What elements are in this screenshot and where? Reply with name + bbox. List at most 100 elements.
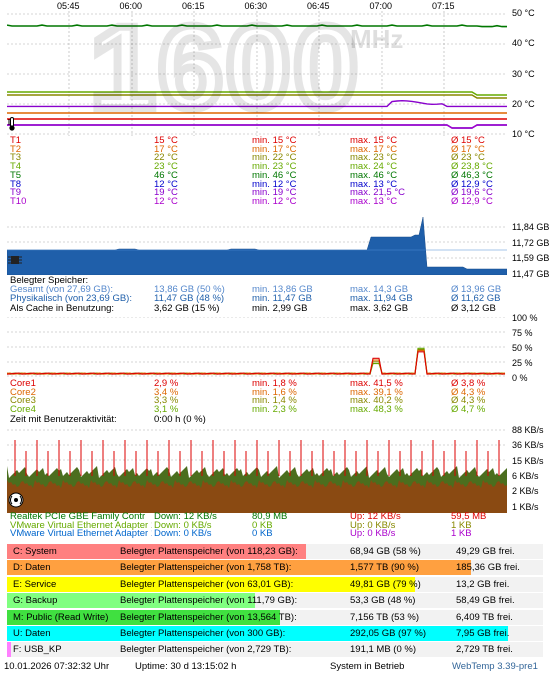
- disk-usage-bar: [7, 560, 471, 576]
- core-name: Core2: [10, 386, 36, 398]
- drive-capacity: Belegter Plattenspeicher (von 118,23 GB)…: [120, 546, 298, 557]
- temp-row: T4 23 °C min. 23 °C max. 24 °C Ø 23,8 °C: [0, 162, 550, 172]
- min-value: min. 22 °C: [252, 152, 297, 164]
- y-tick-label: 15 KB/s: [512, 455, 544, 466]
- current-value: 12 °C: [154, 195, 178, 207]
- current-value: 3,62 GB (15 %): [154, 302, 220, 314]
- min-value: min. 11,47 GB: [252, 293, 313, 305]
- core-name: Core1: [10, 378, 36, 389]
- min-value: min. 2,99 GB: [252, 302, 308, 314]
- mhz-watermark: 1600 MHz: [86, 4, 420, 134]
- temp-row: T9 19 °C min. 19 °C max. 21,5 °C Ø 19,6 °C: [0, 188, 550, 198]
- temp-series-t3: [7, 94, 507, 99]
- disk-row[interactable]: M: Public (Read Write) Belegter Plattensp…: [7, 609, 543, 626]
- min-value: min. 1,6 %: [252, 386, 297, 398]
- cpu-chart: [7, 317, 507, 377]
- min-value: min. 2,3 %: [252, 404, 297, 416]
- down-rate: Down: 12 KB/s: [154, 511, 217, 522]
- drive-used: 7,156 TB (53 %): [350, 611, 420, 623]
- avg-value: Ø 46,3 °C: [451, 169, 493, 181]
- y-tick-label: 2 KB/s: [512, 486, 539, 497]
- drive-label: E: Service: [13, 578, 57, 590]
- drive-free: 6,409 TB frei.: [456, 611, 513, 623]
- drive-free: 7,95 GB frei.: [456, 628, 510, 639]
- current-value: 13,86 GB (50 %): [154, 284, 225, 295]
- sensor-name: T5: [10, 169, 22, 181]
- cpu-section: 100 % 75 % 50 % 25 % 0 % Core1 2,9 % min. 1,8 …: [0, 313, 550, 425]
- time-tick-label: 07:15: [432, 1, 455, 11]
- disk-row[interactable]: E: Service Belegter Plattenspeicher (von …: [7, 576, 543, 593]
- time-tick-label: 06:00: [119, 1, 143, 11]
- min-value: min. 1,8 %: [252, 378, 297, 389]
- drive-capacity: Belegter Plattenspeicher (von 1,758 TB):: [120, 562, 292, 574]
- current-value: 15 °C: [154, 135, 178, 146]
- avg-value: Ø 4,3 %: [451, 386, 486, 398]
- disk-row[interactable]: U: Daten Belegter Plattenspeicher (von 30…: [7, 626, 543, 642]
- time-tick-label: 05:45: [57, 1, 80, 11]
- y-tick-label: 25 %: [512, 358, 533, 368]
- up-rate: Up: 0 KB/s: [350, 528, 396, 540]
- temp-row: T2 17 °C min. 17 °C max. 17 °C Ø 17 °C: [0, 143, 550, 155]
- drive-used: 191,1 MB (0 %): [350, 644, 416, 656]
- sensor-name: T1: [10, 135, 22, 146]
- uptime: Uptime: 30 d 13:15:02 h: [135, 661, 237, 672]
- sensor-name: T10: [10, 195, 27, 207]
- drive-capacity: Belegter Plattenspeicher (von 2,729 TB):: [120, 644, 292, 656]
- memory-row: Physikalisch (von 23,69 GB): 11,47 GB (48…: [0, 294, 550, 304]
- max-value: max. 39,1 %: [350, 386, 403, 398]
- y-tick-label: 88 KB/s: [512, 425, 544, 435]
- memory-row: Als Cache in Benutzung: 3,62 GB (15 %) min…: [0, 302, 550, 314]
- disk-usage-bar: [7, 576, 415, 592]
- y-tick-label: 50 %: [512, 343, 533, 353]
- max-value: max. 13 °C: [350, 178, 398, 190]
- current-value: 3,3 %: [154, 395, 179, 407]
- avg-value: Ø 17 °C: [451, 143, 485, 155]
- temp-row: T1 15 °C min. 15 °C max. 15 °C Ø 15 °C: [0, 136, 550, 146]
- app-version: WebTemp 3.39-pre1: [452, 661, 538, 672]
- down-rate: Down: 0 KB/s: [154, 519, 212, 531]
- disk-row[interactable]: D: Daten Belegter Plattenspeicher (von 1,…: [7, 560, 543, 577]
- y-tick-label: 11,72 GB: [512, 237, 550, 248]
- total-down: 0 KB: [252, 519, 273, 531]
- thermometer-icon: [7, 117, 17, 131]
- avg-value: Ø 4,3 %: [451, 395, 486, 407]
- max-value: max. 40,2 %: [350, 395, 403, 407]
- drive-label: D: Daten: [13, 562, 51, 574]
- total-down: 80,9 MB: [252, 511, 288, 522]
- sensor-name: T4: [10, 161, 22, 173]
- temp-series-t10: [7, 124, 507, 129]
- current-value: 2,9 %: [154, 378, 179, 389]
- watermark-unit: MHz: [350, 24, 404, 54]
- drive-free: 185,36 GB frei.: [456, 562, 520, 574]
- drive-capacity: Belegter Plattenspeicher (von 13,564 TB)…: [120, 611, 297, 623]
- memory-section: 11,84 GB 11,72 GB 11,59 GB 11,47 GB Belegte…: [0, 210, 550, 313]
- max-value: max. 13 °C: [350, 195, 398, 207]
- y-tick-label: 1 KB/s: [512, 501, 539, 512]
- memory-chart: [7, 215, 507, 275]
- cpu-series-core1: [7, 351, 506, 375]
- disk-row[interactable]: F: USB_KP Belegter Plattenspeicher (von 2…: [7, 642, 543, 659]
- drive-used: 292,05 GB (97 %): [350, 628, 427, 639]
- min-value: min. 1,4 %: [252, 395, 297, 407]
- min-value: min. 19 °C: [252, 187, 297, 199]
- disk-usage-bar: [7, 609, 280, 625]
- y-tick-label: 6 KB/s: [512, 470, 539, 481]
- disk-row[interactable]: G: Backup Belegter Plattenspeicher (von 1…: [7, 593, 543, 610]
- temp-series-t9: [7, 99, 507, 108]
- disk-usage-bar: [7, 593, 255, 609]
- current-value: 22 °C: [154, 152, 178, 164]
- drive-used: 68,94 GB (58 %): [350, 546, 421, 557]
- disk-row[interactable]: C: System Belegter Plattenspeicher (von 1…: [7, 544, 543, 560]
- min-value: min. 12 °C: [252, 178, 297, 190]
- temp-series-t5: [7, 24, 507, 28]
- drive-capacity: Belegter Plattenspeicher (von 300 GB):: [120, 628, 286, 639]
- cpu-series-core2: [7, 350, 506, 375]
- min-value: min. 13,86 GB: [252, 284, 313, 295]
- temp-row: T3 22 °C min. 22 °C max. 23 °C Ø 23 °C: [0, 153, 550, 163]
- y-tick-label: 20 °C: [512, 98, 535, 109]
- core-name: Core3: [10, 395, 36, 407]
- drive-label: C: System: [13, 546, 57, 557]
- drive-free: 49,29 GB frei.: [456, 546, 515, 557]
- y-tick-label: 75 %: [512, 328, 533, 338]
- current-value: 12 °C: [154, 178, 178, 190]
